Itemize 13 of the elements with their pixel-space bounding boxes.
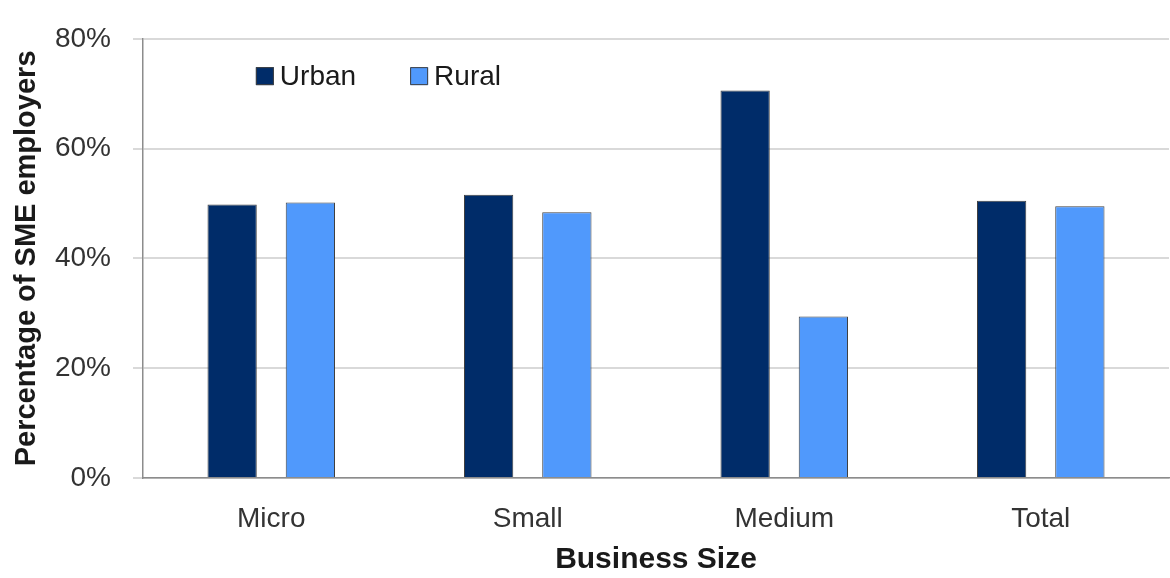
y-tick-label: 60% <box>54 131 111 163</box>
legend-label: Rural <box>434 59 502 91</box>
y-tick-label: 80% <box>54 21 111 53</box>
legend-label: Urban <box>279 59 357 91</box>
x-axis-title: Business Size <box>555 541 757 575</box>
y-tick-label: 20% <box>54 350 111 382</box>
y-tick-label: 0% <box>70 460 111 492</box>
x-tick-label: Micro <box>237 501 306 533</box>
y-tick-label: 40% <box>54 241 111 273</box>
x-tick-label: Small <box>492 501 563 533</box>
x-tick-label: Total <box>1011 501 1071 533</box>
x-tick-label: Medium <box>734 501 835 533</box>
y-axis-title: Percentage of SME employers <box>9 50 42 467</box>
